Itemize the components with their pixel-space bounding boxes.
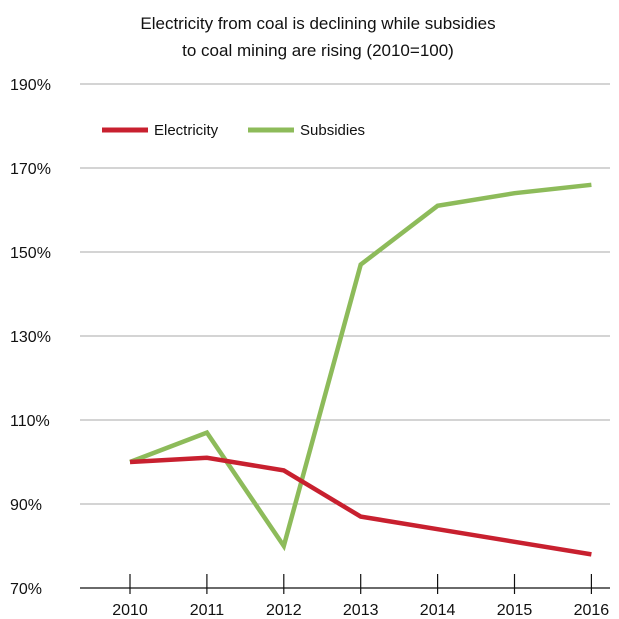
x-tick-label: 2014 xyxy=(420,602,456,619)
legend-label-subsidies: Subsidies xyxy=(300,122,365,139)
y-tick-label: 170% xyxy=(10,161,51,178)
legend: Electricity Subsidies xyxy=(102,122,365,139)
series-lines xyxy=(129,182,592,557)
y-axis-ticks: 70% 90% 110% 130% 150% 170% 190% xyxy=(10,77,51,598)
x-tick-label: 2011 xyxy=(190,602,225,619)
y-tick-label: 190% xyxy=(10,77,51,94)
y-tick-label: 130% xyxy=(10,329,51,346)
x-tick-label: 2012 xyxy=(266,602,302,619)
chart-title-line-1: Electricity from coal is declining while… xyxy=(140,14,495,33)
y-tick-label: 150% xyxy=(10,245,51,262)
x-tick-label: 2015 xyxy=(497,602,533,619)
y-tick-label: 110% xyxy=(10,413,50,430)
legend-label-electricity: Electricity xyxy=(154,122,219,139)
series-line-electricity xyxy=(129,455,592,557)
x-tick-label: 2013 xyxy=(343,602,379,619)
x-axis: 2010 2011 2012 2013 2014 2015 2016 xyxy=(80,574,610,619)
chart-title-line-2: to coal mining are rising (2010=100) xyxy=(182,41,454,60)
x-tick-label: 2016 xyxy=(574,602,610,619)
x-tick-label: 2010 xyxy=(112,602,148,619)
gridlines xyxy=(80,83,610,505)
y-tick-label: 90% xyxy=(10,497,42,514)
series-line-subsidies xyxy=(129,182,592,552)
y-tick-label: 70% xyxy=(10,581,42,598)
